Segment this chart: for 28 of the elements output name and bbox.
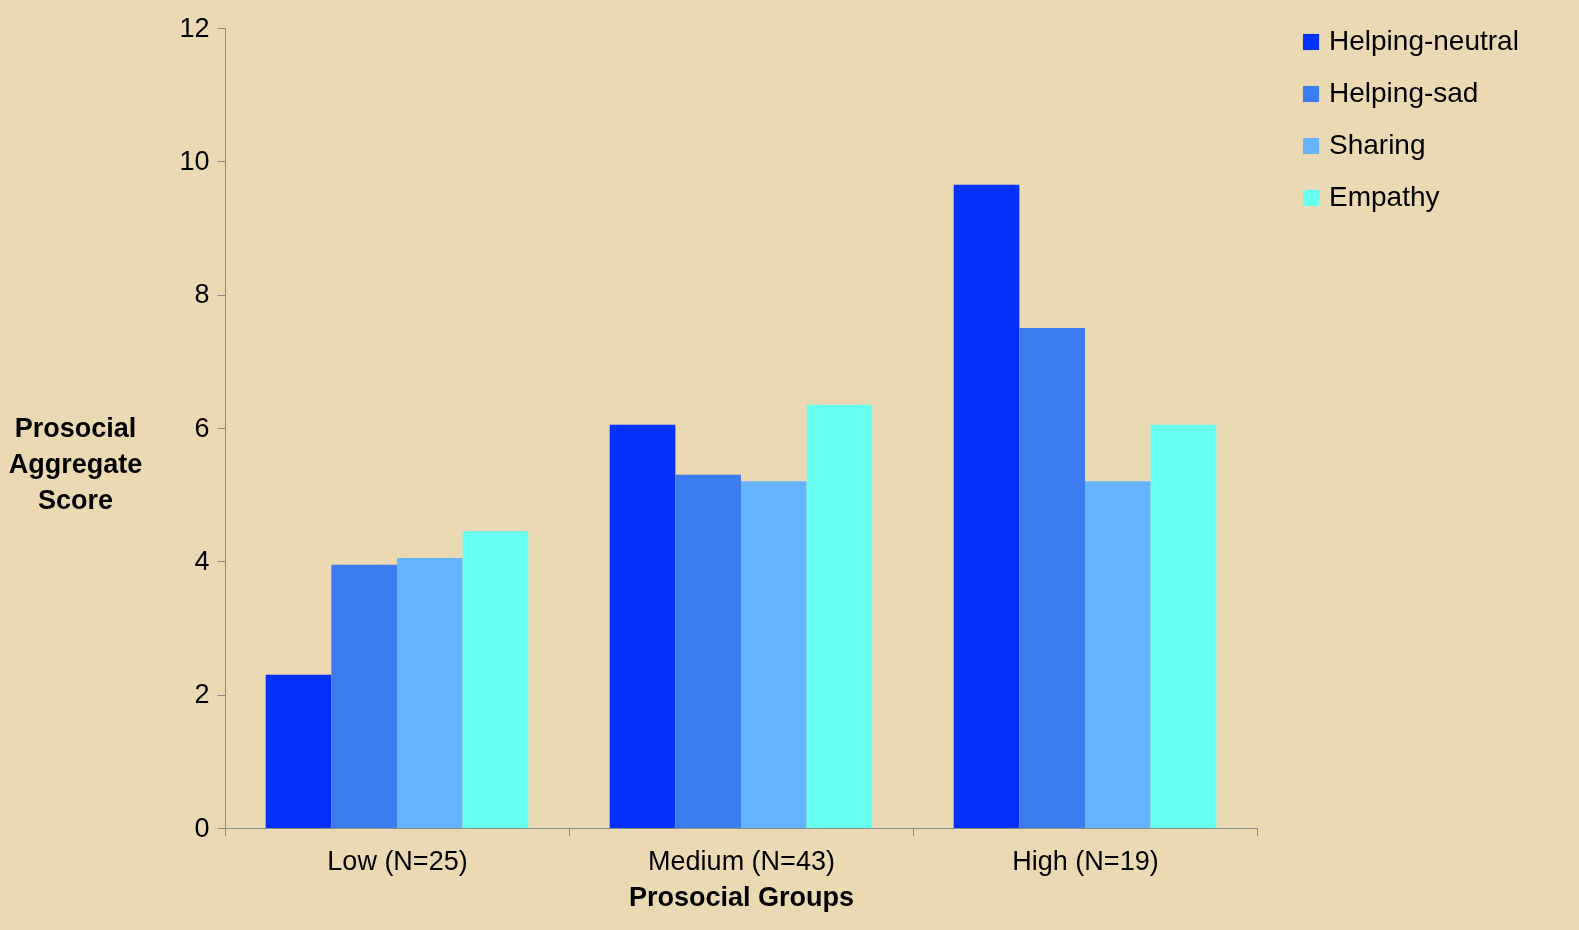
bar [397, 558, 463, 828]
legend-label: Empathy [1329, 181, 1440, 212]
y-tick-label: 10 [179, 145, 210, 176]
bar [675, 474, 741, 828]
bar [331, 564, 397, 828]
bar [741, 481, 807, 828]
bar [1150, 424, 1217, 828]
y-tick-label: 12 [179, 12, 210, 43]
y-tick-label: 6 [194, 412, 210, 443]
bar [609, 424, 676, 828]
y-tick-label: 2 [194, 679, 210, 710]
bar [265, 674, 332, 828]
bar [806, 404, 873, 828]
x-tick-label: Medium (N=43) [648, 845, 835, 876]
bar [953, 184, 1020, 828]
bar [1085, 481, 1151, 828]
x-tick-label: Low (N=25) [327, 845, 468, 876]
y-tick-label: 8 [194, 279, 210, 310]
legend-label: Sharing [1329, 129, 1426, 160]
bar [1019, 328, 1085, 828]
y-tick-label: 4 [194, 545, 210, 576]
bar [462, 531, 529, 828]
legend-label: Helping-neutral [1329, 25, 1519, 56]
x-axis-title: Prosocial Groups [628, 881, 855, 912]
y-tick-label: 0 [194, 812, 210, 843]
legend-label: Helping-sad [1329, 77, 1479, 108]
y-axis-title: Prosocial Aggregate Score [8, 412, 143, 515]
x-tick-label: High (N=19) [1012, 845, 1159, 876]
